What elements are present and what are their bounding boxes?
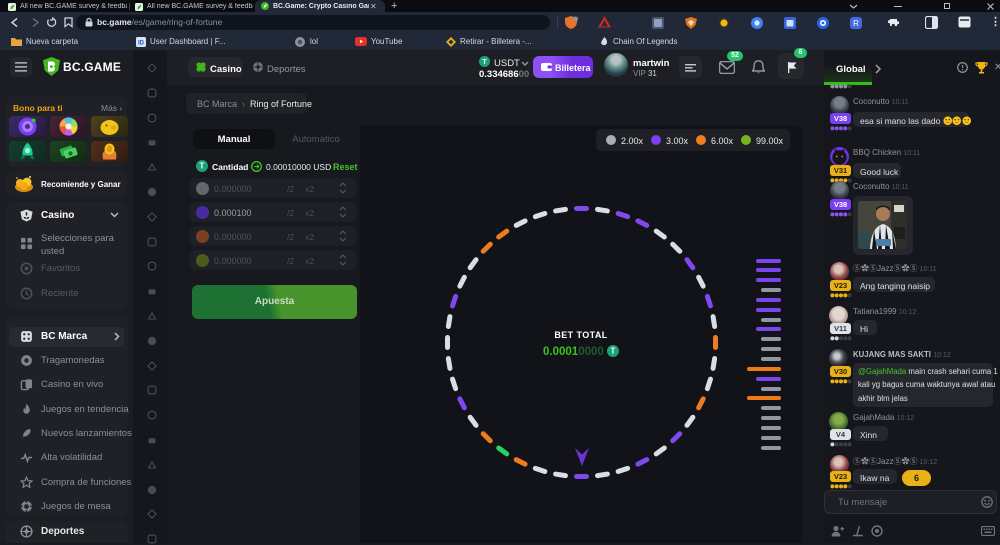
svg-text:R: R xyxy=(853,19,859,28)
svg-text:T: T xyxy=(482,57,487,66)
svg-text:ID: ID xyxy=(138,40,145,46)
svg-text:T: T xyxy=(200,162,205,171)
svg-text:T: T xyxy=(611,347,616,356)
